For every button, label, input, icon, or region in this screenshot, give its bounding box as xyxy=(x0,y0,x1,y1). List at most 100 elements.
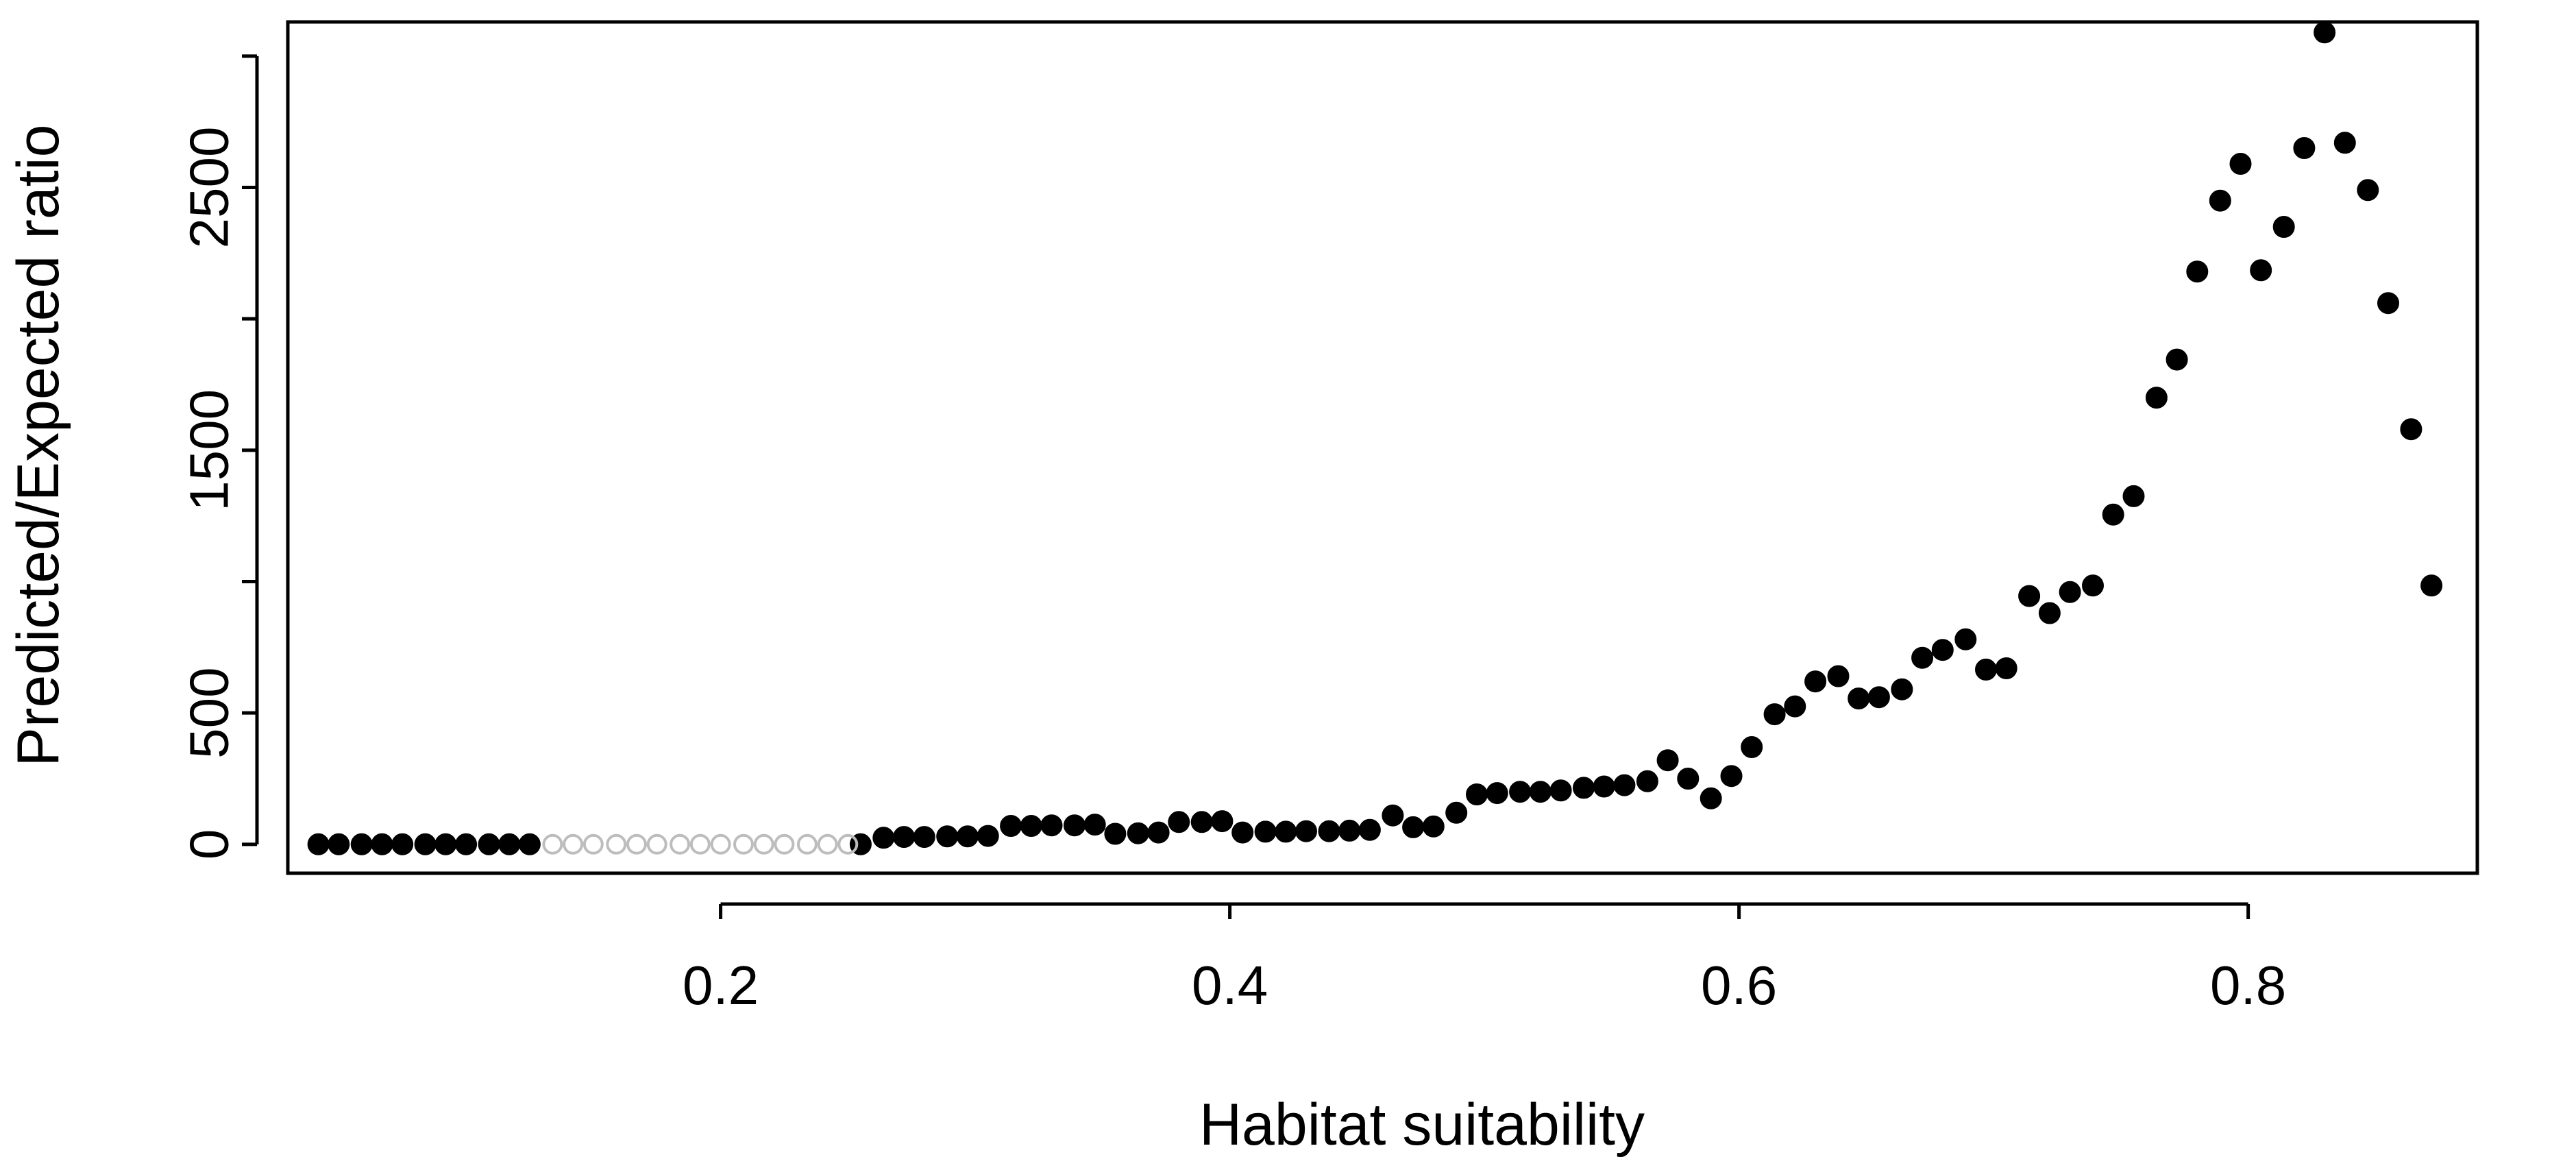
data-point xyxy=(1636,770,1658,792)
data-point xyxy=(2038,602,2061,624)
data-point xyxy=(1275,820,1297,843)
data-point xyxy=(2420,574,2443,597)
x-axis: 0.2 0.4 0.6 0.8 xyxy=(683,902,2286,1016)
hollow-point xyxy=(753,833,774,855)
data-point xyxy=(1382,804,1404,827)
y-axis: 0 500 1500 2500 xyxy=(179,54,259,860)
data-point xyxy=(1509,781,1532,803)
hollow-point xyxy=(733,833,754,855)
data-point xyxy=(1741,736,1763,758)
data-point xyxy=(498,833,521,855)
data-point xyxy=(1211,810,1234,833)
hollow-point xyxy=(542,833,563,855)
data-point xyxy=(2209,189,2231,212)
hollow-point xyxy=(606,833,627,855)
data-point xyxy=(1402,816,1425,838)
data-point xyxy=(2186,260,2209,283)
series-hollow xyxy=(542,833,859,855)
hollow-point xyxy=(626,833,647,855)
data-point xyxy=(1784,695,1806,718)
data-point xyxy=(1827,665,1850,687)
data-point xyxy=(1445,801,1468,824)
data-point xyxy=(1700,787,1722,809)
data-point xyxy=(1549,779,1572,802)
data-point xyxy=(1064,814,1085,837)
x-tick-label: 0.4 xyxy=(1192,955,1268,1016)
data-point xyxy=(1358,818,1381,841)
x-tick-label: 0.2 xyxy=(683,955,759,1016)
data-point xyxy=(391,833,414,855)
hollow-point xyxy=(796,833,818,855)
data-point xyxy=(1931,639,1954,661)
y-tick-label: 1500 xyxy=(179,389,240,511)
data-point xyxy=(936,825,959,848)
data-point xyxy=(1573,777,1595,799)
data-point xyxy=(2314,21,2336,44)
y-tick-label: 500 xyxy=(179,667,240,758)
data-point xyxy=(2122,485,2145,507)
data-point xyxy=(2357,179,2379,202)
data-point xyxy=(1295,820,1317,842)
data-point xyxy=(2272,216,2295,238)
y-tick-label: 0 xyxy=(179,829,240,860)
data-point xyxy=(2377,292,2399,315)
hollow-point xyxy=(817,833,838,855)
data-point xyxy=(1720,765,1743,788)
y-axis-label: Predicted/Expected ratio xyxy=(5,125,71,767)
data-point xyxy=(307,833,330,855)
data-point xyxy=(1083,814,1106,836)
data-point xyxy=(913,826,935,849)
plot-frame xyxy=(286,20,2479,875)
data-point xyxy=(893,826,916,849)
data-point xyxy=(434,833,457,855)
data-point xyxy=(1231,821,1254,844)
data-point xyxy=(1338,819,1361,842)
data-point xyxy=(2166,348,2188,371)
data-point xyxy=(1867,686,1890,709)
data-point xyxy=(2059,581,2081,603)
data-point xyxy=(1486,782,1508,805)
hollow-point xyxy=(689,833,711,855)
series-filled xyxy=(307,21,2443,855)
data-point xyxy=(1593,775,1615,798)
data-point xyxy=(977,825,999,847)
data-point xyxy=(1318,820,1340,842)
x-axis-label: Habitat suitability xyxy=(1199,1092,1645,1158)
data-point xyxy=(1147,821,1170,844)
data-point xyxy=(1911,646,1934,669)
data-point xyxy=(2229,153,2252,175)
hollow-point xyxy=(646,833,667,855)
data-point xyxy=(2102,503,2124,526)
data-point xyxy=(2250,259,2272,282)
data-point xyxy=(1529,781,1551,803)
x-tick-label: 0.6 xyxy=(1701,955,1777,1016)
data-point xyxy=(328,833,350,855)
data-point xyxy=(1613,774,1636,796)
x-tick-label: 0.8 xyxy=(2210,955,2286,1016)
data-point xyxy=(371,833,393,855)
data-point xyxy=(1656,749,1679,772)
data-point xyxy=(1677,768,1700,790)
data-point xyxy=(455,833,478,855)
data-point xyxy=(1104,822,1127,845)
data-point xyxy=(478,833,500,855)
data-point xyxy=(414,833,437,855)
hollow-point xyxy=(837,833,859,855)
hollow-point xyxy=(774,833,795,855)
data-point xyxy=(1422,815,1445,838)
data-point xyxy=(2293,137,2316,159)
data-point xyxy=(1995,657,2017,679)
data-point xyxy=(1000,815,1022,837)
hollow-point xyxy=(710,833,731,855)
data-point xyxy=(1975,658,1997,681)
data-point xyxy=(518,833,541,855)
hollow-point xyxy=(563,833,584,855)
data-point xyxy=(1127,822,1149,844)
data-point xyxy=(1020,815,1042,837)
data-point xyxy=(1466,783,1488,805)
data-point xyxy=(2400,418,2422,441)
data-point xyxy=(350,833,373,855)
y-tick-label: 2500 xyxy=(179,127,240,249)
